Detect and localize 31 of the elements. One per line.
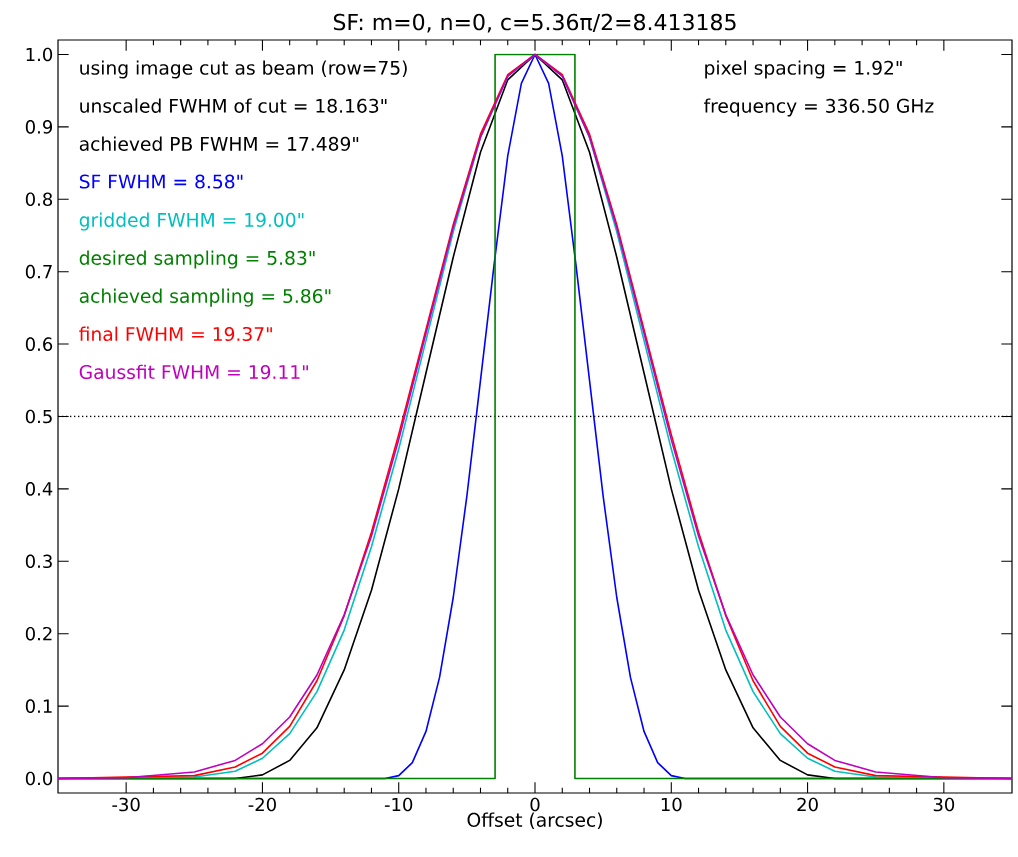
y-tick-label: 1.0	[26, 47, 53, 62]
annotation: desired sampling = 5.83"	[79, 250, 315, 269]
x-axis-title: Offset (arcsec)	[467, 812, 602, 830]
text: Gaussfit FWHM = 19.11"	[79, 364, 308, 380]
y-tick-label: 0.6	[25, 337, 53, 351]
x-tick-label: -20	[248, 797, 276, 812]
y-tick-label: 0.7	[25, 264, 52, 279]
y-tick-label: 0.1	[25, 699, 52, 713]
y-tick-label: 0.3	[25, 554, 52, 569]
x-tick-label: 10	[661, 797, 682, 812]
y-tick-label: 0.5	[25, 409, 52, 424]
y-tick-label: 0.9	[25, 120, 53, 134]
y-tick-label: 0.0	[25, 771, 53, 786]
annotation: pixel spacing = 1.92"	[705, 60, 902, 79]
x-tick-label: 0	[530, 797, 540, 812]
chart-title: SF: m=0, n=0, c=5.36π/2=8.413185	[333, 13, 736, 33]
x-tick-label: 20	[797, 797, 818, 812]
y-tick-label: 0.8	[25, 192, 53, 207]
x-tick-label: -30	[112, 797, 140, 812]
y-tick-label: 0.4	[25, 482, 53, 496]
text: achieved sampling = 5.86"	[79, 288, 331, 307]
x-tick-label: -10	[384, 797, 413, 812]
x-tick-label: 30	[933, 797, 955, 812]
annotation: frequency = 336.50 GHz	[703, 98, 934, 117]
annotation: unscaled FWHM of cut = 18.163"	[80, 98, 387, 113]
text: final FWHM = 19.37"	[79, 326, 272, 342]
annotation: using image cut as beam (row=75)	[80, 60, 407, 79]
text: SF FWHM = 8.58"	[79, 174, 243, 189]
y-tick-label: 0.2	[25, 626, 52, 641]
text: gridded FWHM = 19.00"	[79, 212, 304, 231]
annotation: achieved PB FWHM = 17.489"	[79, 136, 359, 151]
